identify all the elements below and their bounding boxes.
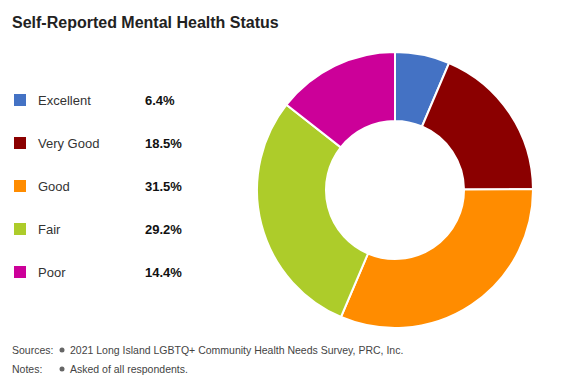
legend-value: 29.2%	[145, 222, 182, 237]
pie	[257, 52, 533, 328]
chart-container: Self-Reported Mental Health Status Excell…	[0, 0, 574, 390]
footnote-text: 2021 Long Island LGBTQ+ Community Health…	[70, 344, 403, 356]
legend: Excellent 6.4% Very Good 18.5% Good 31.5% Fair…	[14, 93, 182, 280]
legend-swatch	[14, 137, 26, 149]
bullet	[60, 348, 65, 353]
legend-label: Very Good	[38, 136, 99, 151]
legend-swatch	[14, 223, 26, 235]
footnote-text: Asked of all respondents.	[70, 363, 188, 375]
legend-swatch	[14, 94, 26, 106]
slice	[341, 189, 533, 328]
footnotes: Sources: 2021 Long Island LGBTQ+ Communit…	[12, 344, 403, 375]
bullet	[60, 367, 65, 372]
legend-label: Fair	[38, 222, 61, 237]
slice	[422, 63, 533, 190]
legend-swatch	[14, 266, 26, 278]
legend-label: Good	[38, 179, 70, 194]
chart: Self-Reported Mental Health Status Excell…	[0, 0, 574, 390]
footnote-label: Notes:	[12, 363, 42, 375]
footnote-label: Sources:	[12, 344, 53, 356]
title: Self-Reported Mental Health Status	[12, 14, 279, 31]
legend-label: Poor	[38, 265, 66, 280]
legend-label: Excellent	[38, 93, 91, 108]
legend-value: 18.5%	[145, 136, 182, 151]
legend-value: 14.4%	[145, 265, 182, 280]
legend-value: 31.5%	[145, 179, 182, 194]
legend-value: 6.4%	[145, 93, 175, 108]
legend-swatch	[14, 180, 26, 192]
slice	[286, 52, 395, 147]
